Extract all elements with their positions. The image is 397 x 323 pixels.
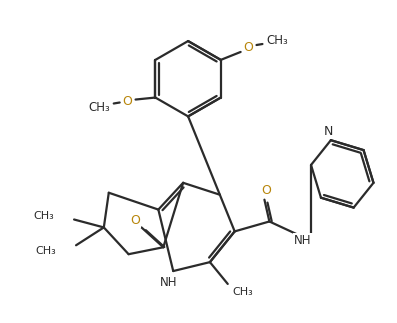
Text: CH₃: CH₃ xyxy=(33,211,54,221)
Text: CH₃: CH₃ xyxy=(88,101,110,114)
Text: NH: NH xyxy=(294,234,312,247)
Text: O: O xyxy=(131,214,141,227)
Text: O: O xyxy=(244,41,254,55)
Text: CH₃: CH₃ xyxy=(35,246,56,256)
Text: O: O xyxy=(262,184,271,197)
Text: CH₃: CH₃ xyxy=(232,287,253,297)
Text: NH: NH xyxy=(160,276,177,289)
Text: O: O xyxy=(123,95,133,108)
Text: CH₃: CH₃ xyxy=(266,34,288,47)
Text: N: N xyxy=(324,125,333,138)
